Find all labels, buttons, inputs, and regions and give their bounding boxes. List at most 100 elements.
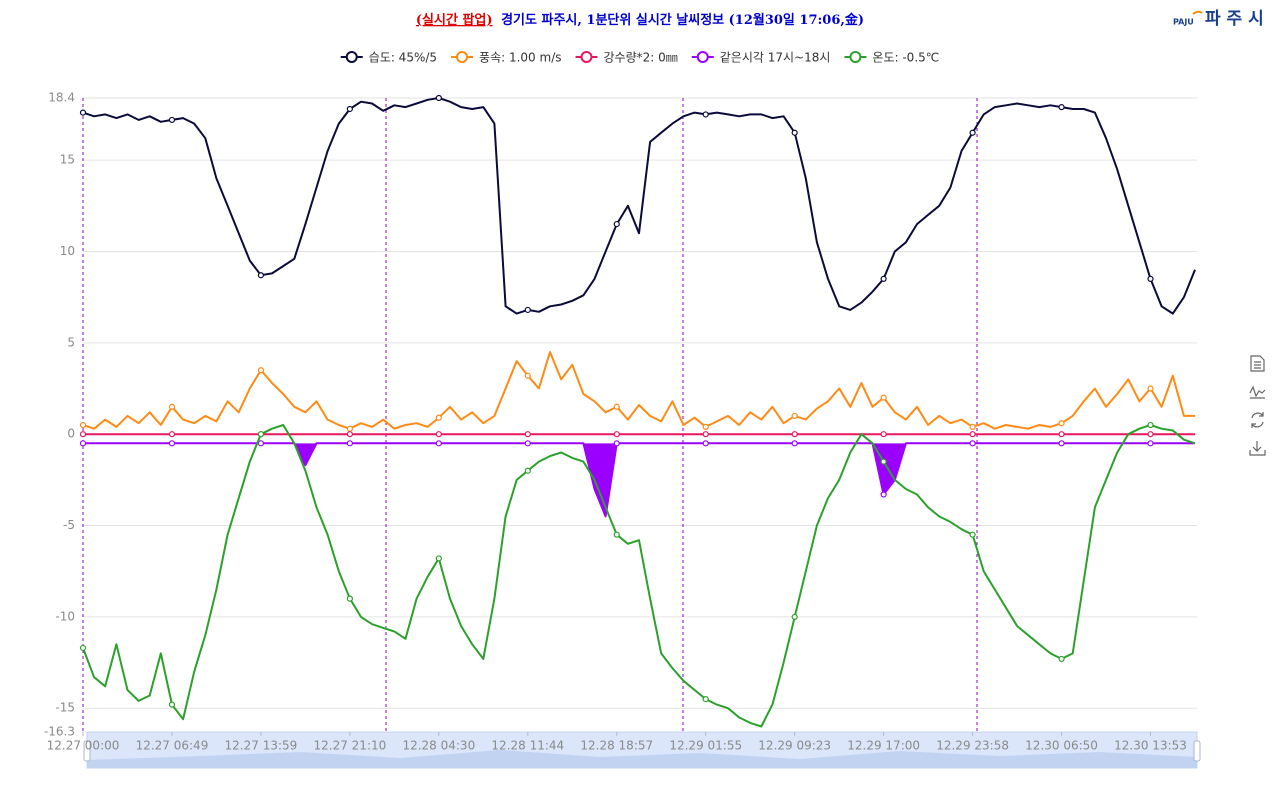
point-marker (168, 440, 176, 447)
point-marker (435, 555, 442, 562)
y-tick-label: 10 (60, 244, 75, 258)
point-marker (613, 440, 620, 447)
point-marker (880, 394, 887, 401)
legend-symbol (580, 51, 593, 63)
point-marker (346, 431, 353, 438)
point-marker (1147, 440, 1154, 447)
logo-swoosh (1192, 10, 1203, 15)
point-marker (524, 372, 531, 379)
chart-title: (실시간 팝업) 경기도 파주시, 1분단위 실시간 날씨정보 (12월30일 … (416, 12, 864, 28)
line-switch-button[interactable] (1249, 385, 1266, 399)
point-marker (702, 423, 709, 430)
legend-item[interactable]: 강수량*2: 0㎜ (575, 51, 678, 65)
series-line (82, 424, 1196, 728)
logo-mark: PAJU (1173, 18, 1194, 27)
point-marker (79, 431, 87, 438)
point-marker (969, 531, 976, 538)
x-tick-label: 12.30 13:53 (1114, 739, 1187, 753)
plot-area (79, 94, 1196, 728)
point-marker (524, 306, 531, 314)
point-marker (613, 431, 620, 438)
y-tick-label: -16.3 (44, 725, 75, 739)
point-marker (524, 440, 531, 447)
data-view-button[interactable] (1250, 355, 1265, 372)
point-marker (346, 595, 353, 602)
x-tick-label: 12.29 01:55 (669, 739, 742, 753)
point-marker (79, 109, 87, 116)
point-marker (168, 403, 176, 410)
point-marker (435, 414, 442, 421)
point-marker (1058, 440, 1065, 447)
y-tick-label: 18.4 (48, 91, 75, 105)
legend-item[interactable]: 온도: -0.5℃ (844, 51, 939, 65)
point-marker (435, 431, 442, 438)
series-area (83, 443, 1195, 517)
y-tick-label: -5 (63, 518, 75, 532)
y-tick-label: 5 (67, 335, 75, 349)
legend-item[interactable]: 습도: 45%/5 (340, 51, 437, 65)
legend-label: 온도: -0.5℃ (872, 51, 939, 65)
series-line (82, 97, 1196, 315)
point-marker (1147, 431, 1154, 438)
x-tick-label: 12.30 06:50 (1025, 739, 1098, 753)
point-marker (257, 367, 265, 374)
point-marker (346, 425, 353, 432)
point-marker (702, 440, 709, 447)
point-marker (168, 116, 176, 124)
point-marker (969, 431, 976, 438)
x-tick-label: 12.27 00:00 (47, 739, 120, 753)
title-text: 경기도 파주시, 1분단위 실시간 날씨정보 (12월30일 17:06,金) (501, 12, 864, 28)
zoom-handle[interactable] (83, 740, 91, 762)
grid: -16.3 -15 -10 -5 0 5 10 15 18.4 (44, 91, 1197, 739)
point-marker (613, 403, 620, 410)
point-marker (702, 431, 709, 438)
series-line (82, 351, 1195, 430)
point-marker (346, 440, 353, 447)
legend-symbol (849, 51, 862, 63)
legend-item[interactable]: 같은시각 17시~18시 (691, 51, 831, 65)
point-marker (435, 440, 442, 447)
point-marker (791, 440, 798, 447)
legend-label: 강수량*2: 0㎜ (604, 51, 678, 65)
point-marker (79, 644, 87, 652)
point-marker (791, 412, 798, 420)
point-marker (257, 272, 265, 279)
zoom-preview (87, 750, 1197, 768)
legend-item[interactable]: 풍속: 1.00 m/s (451, 51, 562, 65)
point-marker (257, 440, 265, 447)
point-marker (880, 275, 887, 282)
point-marker (168, 701, 176, 708)
restore-button[interactable] (1251, 412, 1264, 428)
data-zoom[interactable] (83, 731, 1201, 769)
point-marker (702, 696, 709, 703)
toolbox (1249, 355, 1266, 456)
x-tick-label: 12.29 23:58 (936, 739, 1009, 753)
x-tick-label: 12.29 09:23 (758, 739, 831, 753)
point-marker (79, 421, 87, 429)
legend-symbol (696, 51, 709, 63)
legend: 습도: 45%/5 풍속: 1.00 m/s 강수량*2: 0㎜ 같은시각 17시~1… (340, 51, 939, 65)
point-marker (1147, 275, 1154, 282)
y-tick-label: 0 (67, 427, 75, 441)
legend-label: 습도: 45%/5 (369, 51, 437, 65)
point-marker (880, 458, 887, 465)
save-image-button[interactable] (1249, 441, 1266, 456)
x-tick-label: 12.27 13:59 (225, 739, 298, 753)
point-marker (880, 491, 887, 498)
point-marker (79, 440, 87, 447)
point-marker (969, 440, 976, 447)
point-marker (1147, 385, 1154, 392)
title-tag[interactable]: (실시간 팝업) (416, 12, 493, 28)
point-marker (1058, 431, 1065, 438)
x-axis: 12.27 00:00 12.27 06:49 12.27 13:59 12.27 2… (47, 732, 1187, 753)
point-marker (1058, 655, 1065, 663)
logo-text: 파 주 시 (1205, 9, 1264, 29)
point-marker (791, 129, 798, 136)
point-marker (969, 129, 976, 136)
day-markers (82, 98, 978, 732)
y-tick-label: 15 (60, 153, 75, 167)
y-tick-label: -15 (55, 701, 75, 715)
zoom-handle[interactable] (1193, 740, 1201, 762)
legend-symbol (345, 51, 358, 63)
